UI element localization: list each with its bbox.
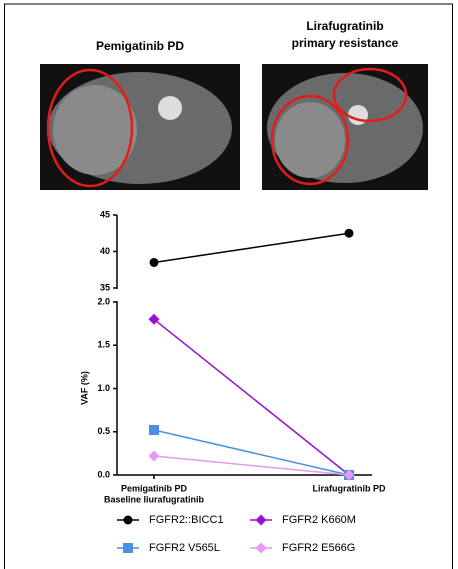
series-line <box>154 319 349 475</box>
x-tick-label: Pemigatinib PD <box>121 483 188 493</box>
series-line <box>154 233 349 262</box>
y-tick-label: 2.0 <box>97 296 110 306</box>
y-tick-label: 0.0 <box>97 469 110 479</box>
x-tick-label: Lirafugratinib PD <box>312 483 386 493</box>
legend-label: FGFR2 V565L <box>149 542 220 554</box>
data-point <box>345 229 354 238</box>
legend-label: FGFR2 E566G <box>282 542 355 554</box>
y-tick-label: 1.0 <box>97 383 110 393</box>
ct-image <box>262 64 428 190</box>
legend-label: FGFR2::BICC1 <box>149 514 224 526</box>
y-tick-label: 35 <box>100 282 110 292</box>
y-tick-label: 0.5 <box>97 426 110 436</box>
data-point <box>149 450 160 461</box>
legend-marker <box>123 543 133 553</box>
data-point <box>149 425 159 435</box>
x-tick-sublabel: Baseline liurafugratinib <box>104 494 205 504</box>
legend-marker <box>256 515 267 526</box>
y-tick-label: 1.5 <box>97 340 110 350</box>
y-axis-label: VAF (%) <box>79 371 89 405</box>
panel-title: Lirafugratinib <box>306 19 383 33</box>
page: Pemigatinib PD Lirafugratinib primary re… <box>0 0 458 569</box>
legend-marker <box>124 516 133 525</box>
y-tick-label: 45 <box>100 209 110 219</box>
legend-marker <box>256 543 267 554</box>
panel-title: Pemigatinib PD <box>96 39 184 53</box>
series-line <box>154 456 349 475</box>
panel-title: primary resistance <box>292 36 399 50</box>
data-point <box>150 258 159 267</box>
y-tick-label: 40 <box>100 246 110 256</box>
figure: Pemigatinib PD Lirafugratinib primary re… <box>0 0 458 569</box>
ct-image <box>40 64 240 190</box>
legend-label: FGFR2 K660M <box>282 514 356 526</box>
